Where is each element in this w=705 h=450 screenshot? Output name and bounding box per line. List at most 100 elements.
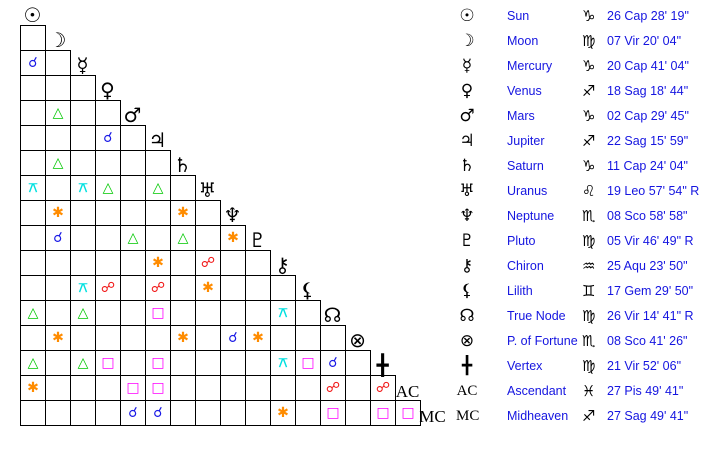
aspect-cell-moon-pluto: ☌ xyxy=(45,225,71,251)
sextile-icon: ✱ xyxy=(252,330,264,346)
aspect-cell-sun-p-of-fortune xyxy=(20,325,46,351)
aspect-cell-sun-true-node: △ xyxy=(20,300,46,326)
lilith-glyph-icon: ⚸ xyxy=(300,278,315,302)
square-icon: □ xyxy=(101,355,115,371)
planet-position: 20 Cap 41' 04" xyxy=(607,59,689,73)
planet-position: 27 Pis 49' 41" xyxy=(607,384,684,398)
aspect-cell-jupiter-pluto xyxy=(145,225,171,251)
planet-name: Ascendant xyxy=(507,384,567,398)
p-of-fortune-icon: ⊗ xyxy=(459,331,475,351)
opposition-icon: ☍ xyxy=(325,380,341,396)
aspect-cell-true-node-ascendant: ☍ xyxy=(320,375,346,401)
aspect-cell-sun-lilith xyxy=(20,275,46,301)
sun-icon: ☉ xyxy=(459,6,475,26)
aspect-cell-p-of-fortune-vertex xyxy=(345,350,371,376)
aspect-cell-uranus-neptune xyxy=(195,200,221,226)
saturn-icon: ♄ xyxy=(459,156,475,176)
aspect-cell-p-of-fortune-ascendant xyxy=(345,375,371,401)
aspect-cell-venus-vertex: □ xyxy=(95,350,121,376)
aspect-cell-chiron-lilith xyxy=(270,275,296,301)
opposition-icon: ☍ xyxy=(150,280,166,296)
aspect-cell-jupiter-lilith: ☍ xyxy=(145,275,171,301)
aspect-cell-jupiter-midheaven: ☌ xyxy=(145,400,171,426)
planet-name: Mercury xyxy=(507,59,553,73)
aspect-cell-mars-p-of-fortune xyxy=(120,325,146,351)
planet-row-vertex: ╋ Vertex ♍ 21 Vir 52' 06" xyxy=(450,355,705,380)
jupiter-icon: ♃ xyxy=(459,131,475,151)
aspect-cell-venus-p-of-fortune xyxy=(95,325,121,351)
planet-row-lilith: ⚸ Lilith ♊ 17 Gem 29' 50" xyxy=(450,280,705,305)
planet-row-ascendant: AC Ascendant ♓ 27 Pis 49' 41" xyxy=(450,380,705,405)
aspect-cell-neptune-lilith xyxy=(220,275,246,301)
venus-icon: ♀ xyxy=(460,81,474,101)
planet-name: Jupiter xyxy=(507,134,545,148)
aspect-cell-venus-pluto xyxy=(95,225,121,251)
zodiac-sign-icon: ♑ xyxy=(582,57,596,75)
aspect-cell-mercury-vertex: △ xyxy=(70,350,96,376)
zodiac-sign-icon: ♊ xyxy=(582,282,596,300)
aspect-cell-moon-mars: △ xyxy=(45,100,71,126)
aspect-cell-mars-vertex xyxy=(120,350,146,376)
zodiac-sign-icon: ♏ xyxy=(582,332,596,350)
aspect-cell-sun-uranus: ⚻ xyxy=(20,175,46,201)
aspect-cell-venus-ascendant xyxy=(95,375,121,401)
trine-icon: △ xyxy=(77,355,89,371)
true-node-glyph-icon: ☊ xyxy=(323,303,342,327)
aspect-cell-neptune-true-node xyxy=(220,300,246,326)
moon-glyph-icon: ☽ xyxy=(48,28,67,52)
venus-glyph-icon: ♀ xyxy=(100,78,115,102)
aspect-cell-jupiter-p-of-fortune xyxy=(145,325,171,351)
aspect-cell-mars-lilith xyxy=(120,275,146,301)
trine-icon: △ xyxy=(27,305,39,321)
aspect-cell-sun-chiron xyxy=(20,250,46,276)
zodiac-sign-icon: ♐ xyxy=(582,132,596,150)
zodiac-sign-icon: ♑ xyxy=(582,107,596,125)
planet-name: Vertex xyxy=(507,359,543,373)
sextile-icon: ✱ xyxy=(52,205,64,221)
sextile-icon: ✱ xyxy=(152,255,164,271)
trine-icon: △ xyxy=(102,180,114,196)
aspect-cell-pluto-midheaven xyxy=(245,400,271,426)
aspect-cell-chiron-ascendant xyxy=(270,375,296,401)
p-of-fortune-glyph-icon: ⊗ xyxy=(349,328,366,352)
planet-name: Mars xyxy=(507,109,535,123)
aspect-cell-vertex-midheaven: □ xyxy=(370,400,396,426)
uranus-glyph-icon: ♅ xyxy=(198,178,217,202)
aspect-cell-saturn-true-node xyxy=(170,300,196,326)
planet-position: 26 Vir 14' 41" R xyxy=(607,309,694,323)
planet-row-true-node: ☊ True Node ♍ 26 Vir 14' 41" R xyxy=(450,305,705,330)
aspect-cell-jupiter-uranus: △ xyxy=(145,175,171,201)
planet-row-mercury: ☿ Mercury ♑ 20 Cap 41' 04" xyxy=(450,55,705,80)
aspect-cell-moon-uranus xyxy=(45,175,71,201)
aspect-cell-ascendant-midheaven: □ xyxy=(395,400,421,426)
aspect-cell-neptune-p-of-fortune: ☌ xyxy=(220,325,246,351)
sextile-icon: ✱ xyxy=(27,380,39,396)
aspect-cell-uranus-chiron: ☍ xyxy=(195,250,221,276)
aspect-cell-mercury-pluto xyxy=(70,225,96,251)
aspect-cell-uranus-lilith: ✱ xyxy=(195,275,221,301)
pluto-glyph-icon: ♇ xyxy=(248,228,267,252)
planet-name: Neptune xyxy=(507,209,555,223)
moon-icon: ☽ xyxy=(459,31,475,51)
aspect-cell-venus-lilith: ☍ xyxy=(95,275,121,301)
aspect-cell-mercury-p-of-fortune xyxy=(70,325,96,351)
aspect-cell-lilith-p-of-fortune xyxy=(295,325,321,351)
aspect-cell-jupiter-neptune xyxy=(145,200,171,226)
aspect-cell-uranus-p-of-fortune xyxy=(195,325,221,351)
zodiac-sign-icon: ♐ xyxy=(582,82,596,100)
conjunction-icon: ☌ xyxy=(103,130,113,146)
aspect-cell-pluto-true-node xyxy=(245,300,271,326)
aspect-cell-pluto-ascendant xyxy=(245,375,271,401)
planet-row-pluto: ♇ Pluto ♍ 05 Vir 46' 49" R xyxy=(450,230,705,255)
aspect-cell-sun-neptune xyxy=(20,200,46,226)
zodiac-sign-icon: ♑ xyxy=(582,157,596,175)
aspect-cell-jupiter-true-node: □ xyxy=(145,300,171,326)
aspect-cell-jupiter-vertex: □ xyxy=(145,350,171,376)
mars-icon: ♂ xyxy=(459,106,475,126)
vertex-icon: ╋ xyxy=(461,356,473,376)
planet-row-midheaven: MC Midheaven ♐ 27 Sag 49' 41" xyxy=(450,405,705,430)
trine-icon: △ xyxy=(152,180,164,196)
aspect-cell-chiron-p-of-fortune xyxy=(270,325,296,351)
aspect-cell-mercury-venus xyxy=(70,75,96,101)
aspect-cell-moon-midheaven xyxy=(45,400,71,426)
